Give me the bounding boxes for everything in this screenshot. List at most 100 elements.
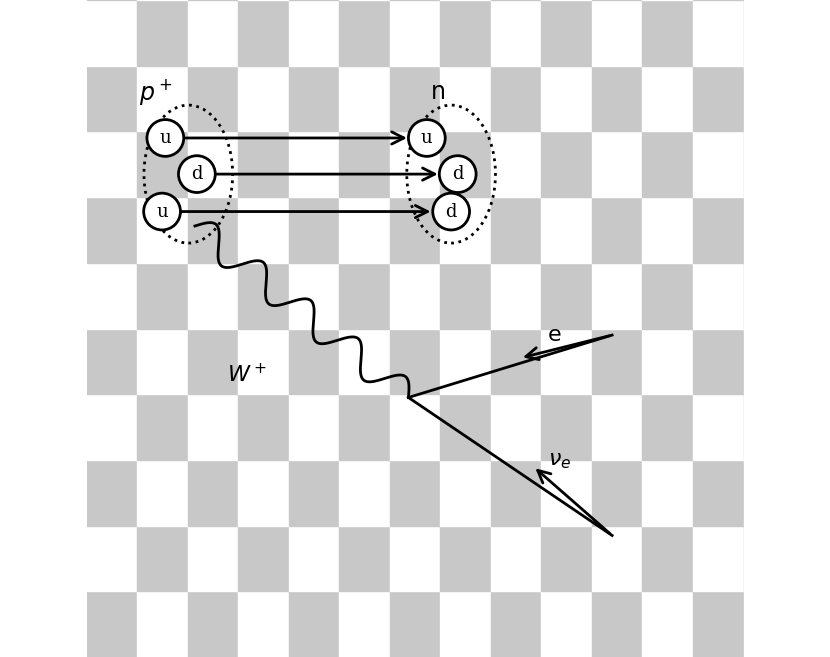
Bar — [238, 197, 289, 263]
Bar — [744, 0, 794, 66]
Bar — [744, 591, 794, 657]
Bar — [693, 591, 744, 657]
Bar — [642, 394, 693, 460]
Bar — [390, 591, 440, 657]
Bar — [744, 66, 794, 131]
Bar — [541, 131, 592, 197]
Bar — [137, 591, 188, 657]
Bar — [390, 263, 440, 328]
Bar — [289, 460, 339, 526]
Bar — [744, 394, 794, 460]
Bar — [289, 131, 339, 197]
Bar — [592, 66, 642, 131]
Bar — [744, 131, 794, 197]
Bar — [137, 131, 188, 197]
Bar — [188, 394, 238, 460]
Bar — [188, 131, 238, 197]
Bar — [642, 591, 693, 657]
Bar — [390, 460, 440, 526]
Bar — [693, 526, 744, 591]
Bar — [339, 197, 390, 263]
Bar — [289, 0, 339, 66]
Bar — [440, 131, 491, 197]
Bar — [390, 131, 440, 197]
Bar — [592, 526, 642, 591]
Bar — [744, 526, 794, 591]
Text: d: d — [191, 165, 203, 183]
Bar — [238, 591, 289, 657]
Bar — [592, 328, 642, 394]
Bar — [238, 328, 289, 394]
Bar — [188, 591, 238, 657]
Bar — [86, 591, 137, 657]
Bar — [137, 328, 188, 394]
Text: $\nu_e$: $\nu_e$ — [548, 451, 571, 471]
Bar — [693, 131, 744, 197]
Bar — [137, 0, 188, 66]
Bar — [137, 460, 188, 526]
Bar — [642, 131, 693, 197]
Bar — [592, 263, 642, 328]
Bar — [491, 526, 541, 591]
Circle shape — [147, 120, 183, 156]
Bar — [541, 591, 592, 657]
Bar — [642, 66, 693, 131]
Bar — [491, 591, 541, 657]
Bar — [339, 263, 390, 328]
Bar — [440, 591, 491, 657]
Text: $p^+$: $p^+$ — [139, 77, 173, 107]
Bar — [339, 328, 390, 394]
Bar — [86, 526, 137, 591]
Bar — [642, 526, 693, 591]
Bar — [238, 263, 289, 328]
Bar — [642, 197, 693, 263]
Bar — [592, 394, 642, 460]
Bar — [137, 263, 188, 328]
Bar — [592, 197, 642, 263]
Bar — [289, 526, 339, 591]
Bar — [339, 131, 390, 197]
Bar — [86, 66, 137, 131]
Bar — [592, 0, 642, 66]
Bar — [440, 197, 491, 263]
Bar — [289, 591, 339, 657]
Bar — [440, 460, 491, 526]
Bar — [188, 197, 238, 263]
Bar — [238, 394, 289, 460]
Bar — [289, 197, 339, 263]
Bar — [541, 394, 592, 460]
Bar — [440, 526, 491, 591]
Circle shape — [178, 156, 215, 193]
Bar — [642, 328, 693, 394]
Bar — [693, 197, 744, 263]
Bar — [137, 526, 188, 591]
Text: $W^+$: $W^+$ — [227, 363, 267, 386]
Bar — [642, 0, 693, 66]
Bar — [491, 328, 541, 394]
Bar — [86, 460, 137, 526]
Bar — [693, 0, 744, 66]
Bar — [86, 394, 137, 460]
Bar — [86, 263, 137, 328]
Bar — [693, 66, 744, 131]
Bar — [339, 0, 390, 66]
Bar — [491, 263, 541, 328]
Bar — [642, 263, 693, 328]
Bar — [188, 66, 238, 131]
Bar — [289, 394, 339, 460]
Bar — [390, 0, 440, 66]
Bar — [440, 66, 491, 131]
Bar — [541, 526, 592, 591]
Bar — [693, 460, 744, 526]
Circle shape — [432, 193, 470, 230]
Text: d: d — [446, 202, 457, 221]
Bar — [541, 197, 592, 263]
Text: n: n — [431, 80, 446, 104]
Bar — [744, 460, 794, 526]
Bar — [188, 460, 238, 526]
Bar — [440, 328, 491, 394]
Bar — [188, 526, 238, 591]
Bar — [440, 394, 491, 460]
Bar — [744, 263, 794, 328]
Bar — [238, 526, 289, 591]
